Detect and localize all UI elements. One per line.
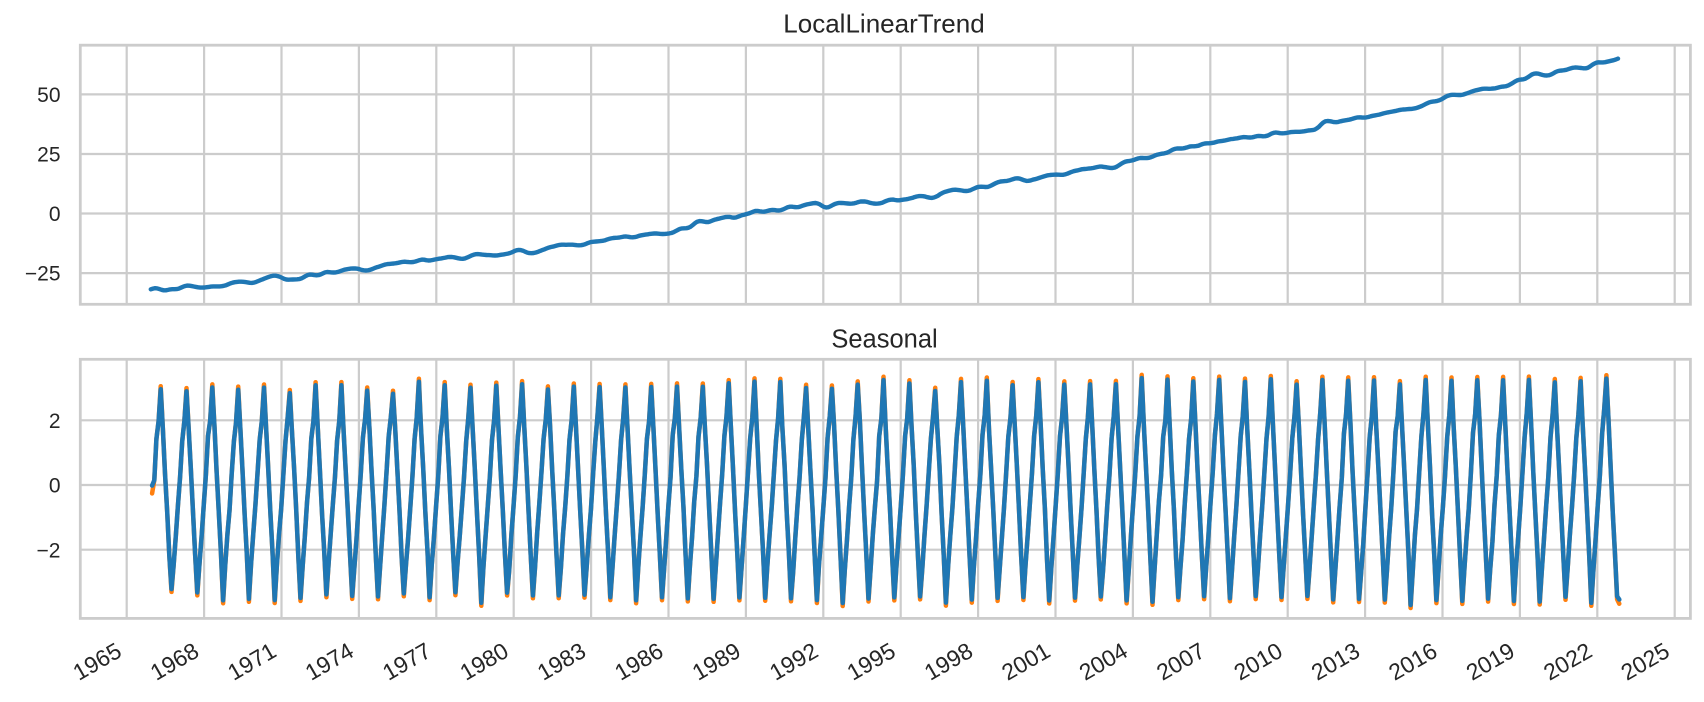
svg-text:50: 50 — [37, 84, 60, 107]
svg-text:0: 0 — [49, 203, 61, 226]
svg-text:−2: −2 — [37, 539, 61, 562]
svg-text:Seasonal: Seasonal — [831, 326, 937, 354]
svg-text:25: 25 — [37, 144, 60, 167]
svg-text:0: 0 — [49, 475, 61, 498]
svg-text:LocalLinearTrend: LocalLinearTrend — [783, 8, 984, 38]
svg-text:2: 2 — [49, 410, 61, 433]
svg-text:−25: −25 — [25, 263, 61, 286]
